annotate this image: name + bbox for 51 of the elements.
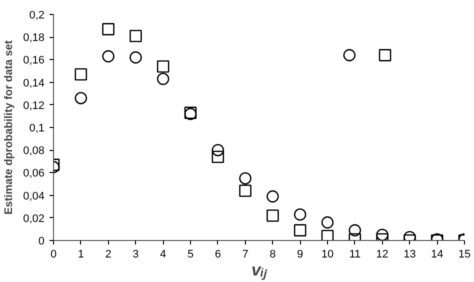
point — [348, 224, 362, 236]
point — [239, 172, 252, 184]
x-tick-label: 9 — [297, 248, 304, 260]
y-tick-label: 0,14 — [23, 77, 45, 90]
x-tick-label: 0 — [50, 248, 57, 260]
x-tick-label: 13 — [404, 248, 416, 260]
x-tick-label: 5 — [187, 248, 194, 260]
x-tick-label: 6 — [214, 248, 221, 260]
x-tick-label: 4 — [160, 248, 166, 260]
point — [376, 228, 388, 240]
point — [102, 50, 114, 62]
x-tick-label: 3 — [132, 248, 139, 260]
point — [156, 60, 170, 73]
y-tick-label: 0,04 — [23, 190, 45, 202]
y-tick-label: 0,12 — [23, 100, 45, 112]
x-tick-label: 8 — [270, 248, 276, 260]
point — [130, 51, 142, 64]
point — [266, 190, 279, 203]
x-tick-label: 15 — [458, 248, 471, 260]
point — [343, 49, 356, 62]
y-tick-label: 0,1 — [29, 122, 45, 134]
x-tick-label: 2 — [105, 248, 112, 260]
point — [294, 224, 306, 236]
x-tick-label: 10 — [321, 248, 334, 260]
point — [294, 208, 306, 221]
y-tick-label: 0,18 — [23, 32, 45, 44]
point — [321, 230, 334, 240]
y-tick-label: 0,06 — [23, 168, 45, 180]
point — [74, 68, 88, 81]
x-tick-label: 14 — [430, 248, 444, 260]
y-tick-label: 0 — [38, 236, 45, 248]
x-axis-title: vᵢⱼ — [251, 260, 268, 280]
point — [266, 209, 279, 222]
x-tick-label: 12 — [376, 248, 388, 260]
point — [321, 216, 334, 229]
y-tick-label: 0,02 — [23, 212, 45, 225]
y-tick-label: 0,2 — [29, 10, 45, 22]
point — [378, 49, 392, 62]
point — [102, 23, 114, 36]
point — [156, 72, 170, 86]
point — [212, 144, 224, 156]
point — [130, 30, 142, 42]
point — [239, 184, 252, 197]
x-tick-label: 11 — [349, 248, 361, 260]
y-axis-title: Estimate dprobability for data set — [3, 40, 16, 215]
y-tick-label: 0,08 — [23, 145, 45, 158]
point — [212, 150, 224, 164]
x-tick-label: 7 — [242, 248, 248, 260]
y-tick-label: 0,16 — [23, 54, 45, 67]
point — [74, 92, 88, 104]
x-tick-label: 1 — [78, 248, 84, 260]
